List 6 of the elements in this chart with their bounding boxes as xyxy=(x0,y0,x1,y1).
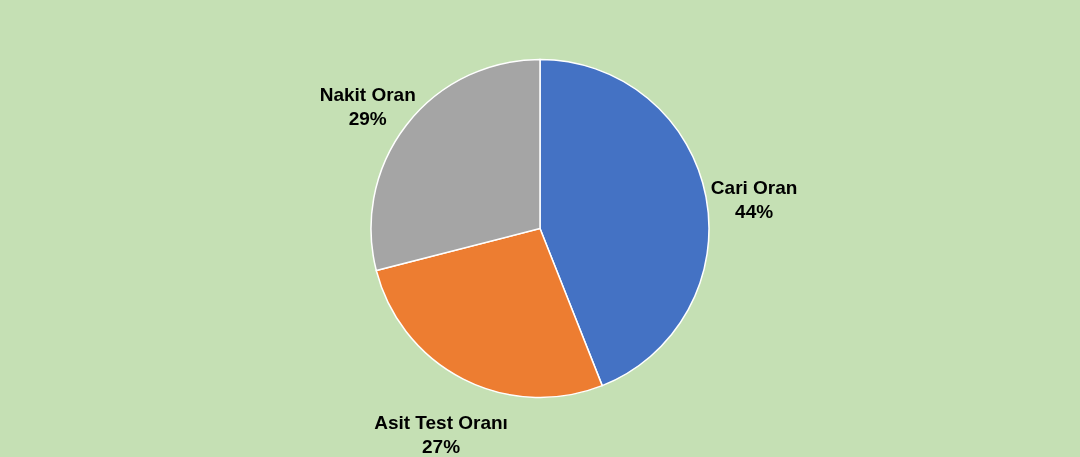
data-label: 29% xyxy=(348,107,387,129)
data-label: 44% xyxy=(735,200,774,222)
slice-label: Cari Oran xyxy=(710,176,798,198)
slice-label: Nakit Oran xyxy=(319,83,416,105)
data-label: 27% xyxy=(422,435,461,457)
slice-label: Asit Test Oranı xyxy=(374,411,508,433)
